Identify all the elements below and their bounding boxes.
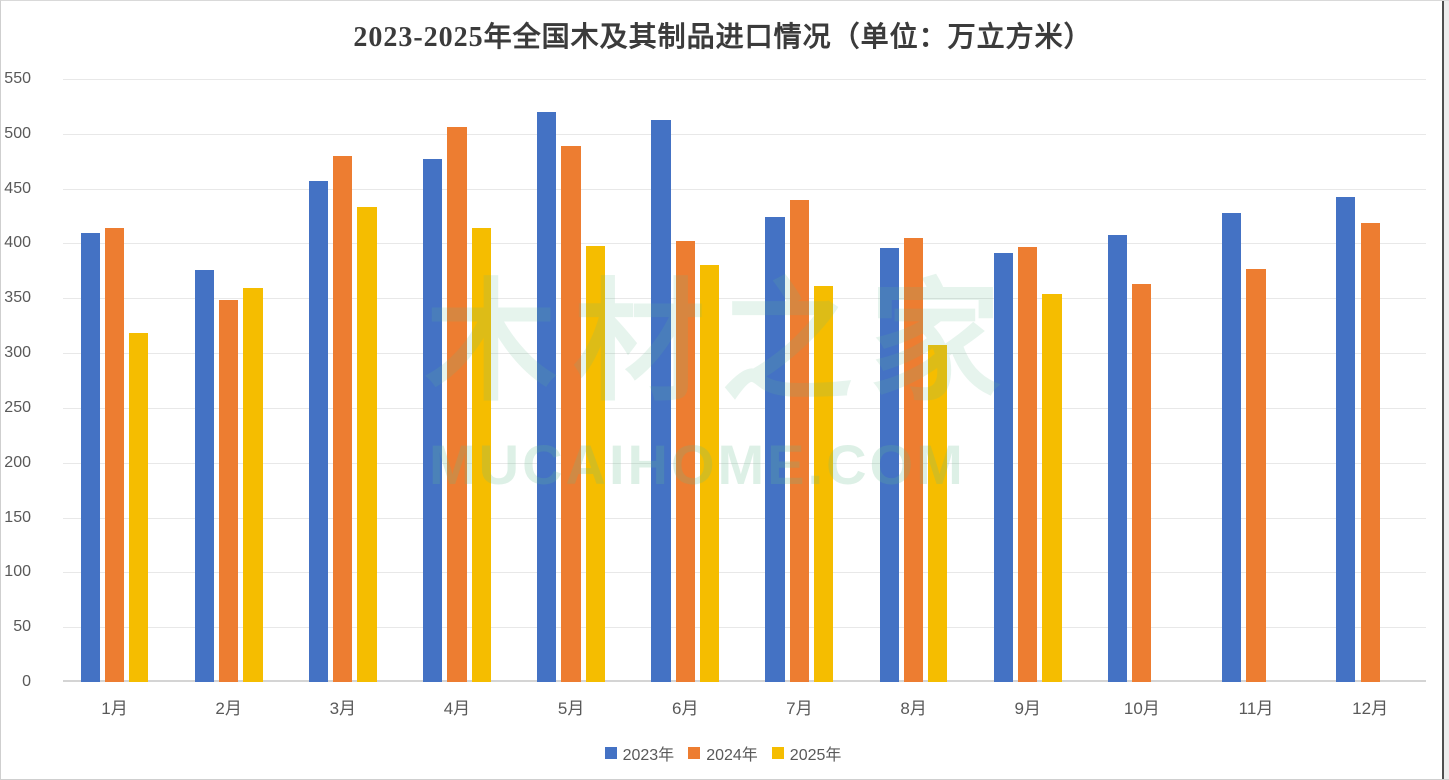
x-axis-label-1月: 1月	[101, 699, 128, 718]
x-axis-label-9月: 9月	[1014, 699, 1041, 718]
bar-2024年-11月	[1246, 268, 1266, 682]
y-axis-tick-label-200: 200	[4, 453, 31, 471]
y-axis-tick-label-350: 350	[4, 289, 31, 307]
x-axis-label-8月: 8月	[900, 699, 927, 718]
y-axis-tick-label-500: 500	[4, 124, 31, 142]
legend-label-2024年: 2024年	[706, 747, 758, 764]
bar-2024年-10月	[1132, 284, 1152, 682]
bar-2023年-5月	[537, 111, 557, 682]
y-axis-tick-label-400: 400	[4, 234, 31, 252]
legend-item-2023年: 2023年	[604, 741, 675, 765]
x-axis-label-5月: 5月	[557, 699, 585, 718]
x-axis-label-12月: 12月	[1352, 699, 1389, 718]
x-axis-label-6月: 6月	[672, 699, 699, 718]
bar-2025年-5月	[585, 245, 606, 682]
y-axis-tick-label-50: 50	[13, 618, 31, 636]
bar-2024年-2月	[219, 300, 239, 682]
bar-2023年-12月	[1336, 197, 1356, 682]
gridline-550	[63, 79, 1426, 80]
legend-swatch-2025年	[771, 747, 784, 759]
bar-2024年-1月	[104, 228, 125, 682]
bar-2023年-11月	[1222, 212, 1242, 682]
gridline-400	[63, 243, 1426, 245]
bar-2024年-5月	[561, 145, 581, 682]
bar-2025年-1月	[129, 333, 149, 682]
bar-2025年-4月	[471, 228, 491, 682]
bar-2023年-8月	[879, 247, 899, 682]
bar-2024年-8月	[903, 237, 924, 682]
window-right-border	[1442, 1, 1449, 779]
bar-2024年-9月	[1018, 246, 1038, 682]
bar-2025年-7月	[814, 286, 834, 682]
bar-2023年-10月	[1107, 234, 1128, 682]
legend-swatch-2024年	[688, 747, 701, 759]
plot-area: 550 500 450 400 350 300 250 200 150 100 50 0 1月 2月 3月 4…	[4, 70, 1426, 718]
gridline-100	[63, 572, 1426, 574]
gridline-150	[63, 517, 1426, 519]
bar-2023年-4月	[423, 159, 443, 682]
bar-2025年-8月	[928, 345, 948, 682]
chart-title: 2023-2025年全国木及其制品进口情况（单位：万立方米）	[353, 22, 1093, 53]
bar-2025年-2月	[243, 288, 263, 682]
bar-2024年-7月	[789, 199, 810, 682]
legend-label-2023年: 2023年	[622, 747, 675, 764]
legend: 2023年 2024年 2025年	[1, 741, 1445, 765]
gridline-250	[63, 407, 1426, 409]
gridline-500	[63, 133, 1426, 135]
x-axis-label-7月: 7月	[786, 699, 813, 718]
bar-2023年-9月	[993, 253, 1014, 682]
y-axis-tick-label-450: 450	[4, 179, 31, 197]
y-axis-tick-label-300: 300	[4, 344, 31, 362]
bar-2025年-3月	[357, 207, 377, 682]
legend-label-2025年: 2025年	[789, 747, 842, 764]
y-axis-tick-label-150: 150	[4, 508, 31, 526]
bar-2025年-6月	[699, 265, 720, 682]
gridline-350	[63, 298, 1426, 300]
gridline-50	[63, 627, 1426, 629]
gridline-450	[63, 188, 1426, 190]
bar-2023年-7月	[765, 217, 785, 682]
bar-2023年-6月	[651, 119, 671, 682]
y-axis-tick-label-0: 0	[22, 673, 31, 690]
gridline-200	[63, 462, 1426, 464]
x-axis-label-4月: 4月	[443, 699, 471, 718]
legend-item-2025年: 2025年	[771, 741, 842, 765]
bar-2023年-3月	[308, 180, 329, 682]
x-axis-label-10月: 10月	[1123, 699, 1160, 718]
bar-2023年-1月	[80, 232, 100, 682]
bar-2024年-3月	[333, 155, 353, 682]
gridline-300	[63, 353, 1426, 355]
bar-2023年-2月	[194, 269, 214, 682]
x-axis-label-2月: 2月	[215, 699, 242, 718]
legend-item-2024年: 2024年	[688, 741, 758, 765]
bar-2024年-6月	[675, 241, 695, 682]
x-axis-label-11月: 11月	[1238, 699, 1274, 718]
y-axis-tick-label-100: 100	[4, 563, 31, 581]
bar-2024年-12月	[1360, 222, 1380, 682]
bar-2024年-4月	[447, 127, 467, 682]
bar-2025年-9月	[1042, 293, 1062, 682]
y-axis-tick-label-250: 250	[4, 398, 31, 416]
y-axis-tick-label-550: 550	[4, 70, 31, 87]
legend-swatch-2023年	[604, 747, 617, 759]
gridline-0	[63, 680, 1426, 682]
x-axis-label-3月: 3月	[329, 699, 357, 718]
